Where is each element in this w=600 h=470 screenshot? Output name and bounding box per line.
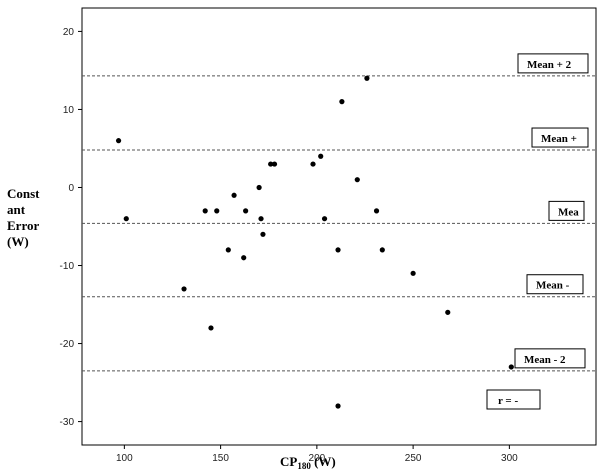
reference-label: Mean + 2 [527,59,572,71]
x-tick-label: 250 [405,453,422,464]
reference-label: Mean - [536,280,570,292]
reference-label-box [514,348,586,369]
data-point [354,177,360,183]
x-tick-label: 100 [116,453,133,464]
y-tick-label: 10 [63,105,75,116]
data-point [258,216,264,222]
data-point [256,184,262,191]
plot-area [81,7,597,446]
data-point [225,247,231,253]
x-axis-title-main: CP [280,454,297,469]
correlation-annotation: r = - [486,389,541,410]
data-point [231,192,237,198]
data-point [123,216,129,222]
data-point [271,161,278,167]
data-point [202,208,208,214]
data-point [243,208,249,214]
y-tick-label: -20 [60,339,75,350]
x-tick-label: 200 [309,453,326,464]
data-point [268,161,274,167]
data-point [321,216,328,222]
data-point [241,255,247,261]
data-point [335,403,341,409]
y-axis-title-line-3: Error [7,218,39,233]
y-axis-title-line-2: ant [7,202,26,217]
data-points [115,75,514,409]
data-point [214,208,220,214]
y-tick-label: -10 [60,261,75,272]
data-point [364,75,370,81]
x-axis-title-unit: (W) [311,454,336,469]
data-point [379,247,385,253]
x-axis: 100 150 200 250 300 [116,445,518,464]
data-point [310,161,316,167]
y-axis-title-line-1: Const [7,186,40,201]
reference-label-box [548,200,585,221]
reference-label: Mean - 2 [524,354,566,366]
data-point [508,364,514,370]
x-axis-title-subscript: 180 [297,461,311,470]
data-point [410,270,416,276]
x-tick-label: 300 [501,453,518,464]
reference-label: Mean + [541,133,577,145]
correlation-label: r = - [498,395,518,407]
data-point [445,309,451,315]
y-tick-label: 20 [63,27,75,38]
y-tick-label: -30 [60,417,75,428]
data-point [208,325,214,331]
data-point [339,99,345,105]
data-point [181,286,187,292]
data-point [318,153,324,159]
y-axis-title: Const ant Error (W) [7,186,40,249]
data-point [260,231,266,237]
x-axis-title: CP180 (W) [280,454,336,470]
reference-lines: Mean + 2 Mean + Mea Mean - Mean - 2 [82,53,596,372]
reference-label: Mea [558,206,579,218]
data-point [115,138,122,144]
data-point [373,208,380,214]
reference-label-box [531,127,589,148]
reference-label-box [517,53,589,74]
reference-label-box [526,274,584,295]
x-tick-label: 150 [212,453,229,464]
correlation-box [486,389,541,410]
data-point [335,247,341,253]
y-axis-title-line-4: (W) [7,234,29,249]
y-tick-label: 0 [68,183,74,194]
y-axis: 20 10 0 -10 -20 -30 [60,27,82,428]
